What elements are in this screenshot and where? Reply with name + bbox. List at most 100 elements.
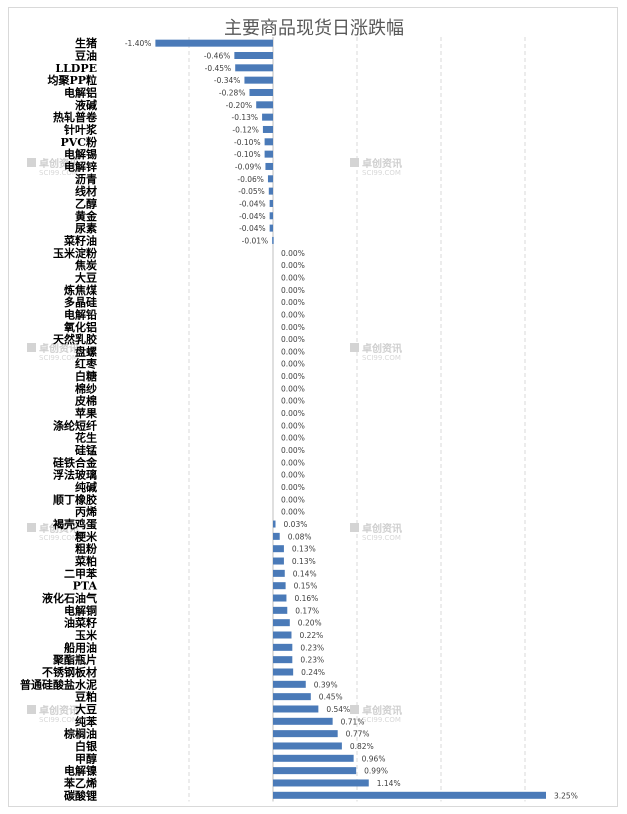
- category-label: 热轧普卷: [53, 110, 98, 124]
- data-label: 0.39%: [314, 680, 338, 689]
- category-label: PVC粉: [60, 135, 97, 149]
- bar: [265, 162, 273, 170]
- category-label: 丙烯: [75, 505, 97, 519]
- bar: [268, 187, 273, 195]
- watermark-subtext: SCI99.COM: [39, 534, 78, 542]
- category-label: 多晶硅: [64, 295, 97, 309]
- data-label: -0.06%: [237, 175, 264, 184]
- data-label: -0.04%: [239, 224, 266, 233]
- bar: [273, 680, 306, 688]
- watermark-logo: [350, 343, 359, 352]
- data-label: 0.00%: [281, 273, 305, 282]
- watermark-logo: [27, 523, 36, 532]
- data-label: 0.23%: [300, 656, 324, 665]
- bar: [273, 742, 342, 750]
- watermark-text: 卓创资讯: [362, 704, 402, 717]
- bar: [249, 88, 273, 96]
- watermark-logo: [350, 523, 359, 532]
- data-label: 0.23%: [300, 643, 324, 652]
- bar: [273, 532, 280, 540]
- watermark-subtext: SCI99.COM: [362, 169, 401, 177]
- bar: [273, 619, 290, 627]
- category-label: 船用油: [64, 640, 97, 654]
- data-label: 0.71%: [341, 717, 365, 726]
- category-label: 棕榈油: [63, 727, 97, 741]
- category-label: 菜粕: [74, 554, 97, 568]
- watermark-logo: [350, 705, 359, 714]
- bar: [273, 520, 276, 528]
- category-label: 盘螺: [75, 344, 97, 358]
- category-label: 纯苯: [75, 714, 98, 728]
- bar: [273, 767, 357, 775]
- category-label: 粗粉: [75, 542, 97, 556]
- data-label: 0.45%: [319, 693, 343, 702]
- bar: [273, 557, 284, 565]
- bar: [264, 138, 273, 146]
- bar: [273, 668, 294, 676]
- data-label: -0.45%: [205, 64, 232, 73]
- bar: [269, 224, 273, 232]
- category-label: 沥青: [75, 172, 97, 186]
- category-label: 电解锌: [64, 159, 97, 173]
- category-label: 豆油: [75, 48, 97, 62]
- data-label: 0.00%: [281, 372, 305, 381]
- category-label: 皮棉: [74, 394, 97, 408]
- bar: [244, 76, 273, 84]
- category-label: 碳酸锂: [64, 788, 97, 802]
- category-label: 苯乙烯: [63, 776, 97, 790]
- category-label: 玉米: [75, 628, 98, 642]
- category-label: 白糖: [75, 369, 97, 383]
- chart-title: 主要商品现货日涨跌幅: [224, 18, 404, 39]
- category-label: 黄金: [75, 209, 98, 223]
- data-label: 0.00%: [281, 458, 305, 467]
- category-label: 硅铁合金: [53, 455, 98, 469]
- bar: [234, 51, 273, 59]
- data-label: -0.46%: [204, 51, 231, 60]
- data-label: -1.40%: [125, 39, 152, 48]
- data-label: -0.05%: [238, 187, 265, 196]
- data-label: 0.82%: [350, 742, 374, 751]
- category-label: 电解铝: [64, 85, 97, 99]
- data-label: 0.15%: [294, 582, 318, 591]
- bar: [273, 594, 287, 602]
- data-label: 0.54%: [326, 705, 350, 714]
- data-label: 0.00%: [281, 310, 305, 319]
- watermark-logo: [27, 343, 36, 352]
- data-label: 0.00%: [281, 249, 305, 258]
- data-label: 0.00%: [281, 347, 305, 356]
- bar: [273, 643, 293, 651]
- watermark-logo: [27, 705, 36, 714]
- watermark-text: 卓创资讯: [362, 522, 402, 535]
- category-label: 豆粕: [75, 690, 97, 704]
- bar: [273, 631, 292, 639]
- category-label: 顺丁橡胶: [53, 492, 97, 506]
- bar: [273, 730, 338, 738]
- watermark-subtext: SCI99.COM: [362, 716, 401, 724]
- bar: [272, 236, 274, 244]
- category-label: 液化石油气: [42, 591, 97, 605]
- category-label: 大豆: [75, 702, 97, 716]
- data-label: 0.17%: [295, 606, 319, 615]
- category-label: 菜籽油: [63, 233, 97, 247]
- category-label: 褐壳鸡蛋: [52, 517, 98, 531]
- watermark-subtext: SCI99.COM: [362, 534, 401, 542]
- watermark-subtext: SCI99.COM: [362, 354, 401, 362]
- category-label: 聚酯瓶片: [52, 653, 97, 667]
- data-label: -0.34%: [214, 76, 241, 85]
- data-label: 0.00%: [281, 434, 305, 443]
- category-label: PTA: [73, 580, 98, 593]
- category-label: 电解铜: [64, 603, 97, 617]
- data-label: 0.00%: [281, 409, 305, 418]
- category-label: 苹果: [75, 406, 97, 420]
- data-label: 0.99%: [364, 767, 388, 776]
- bar: [273, 545, 284, 553]
- watermark-text: 卓创资讯: [39, 157, 79, 170]
- watermark-logo: [350, 158, 359, 167]
- bar: [269, 199, 273, 207]
- category-label: 乙醇: [75, 196, 97, 210]
- bar: [264, 150, 273, 158]
- bar: [273, 754, 354, 762]
- bar: [273, 717, 333, 725]
- category-label: 玉米淀粉: [53, 246, 97, 260]
